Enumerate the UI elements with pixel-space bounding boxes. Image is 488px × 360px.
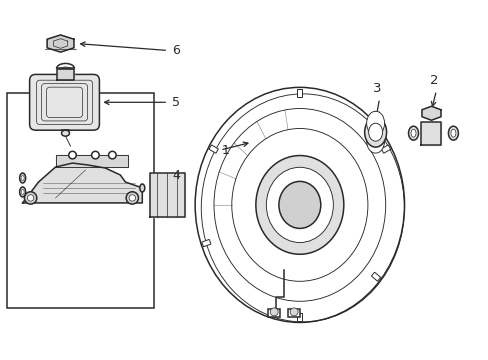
Polygon shape	[47, 35, 74, 52]
Ellipse shape	[231, 129, 367, 281]
Polygon shape	[56, 155, 128, 167]
Ellipse shape	[214, 108, 385, 301]
Polygon shape	[57, 69, 74, 80]
Circle shape	[289, 308, 298, 316]
Text: 4: 4	[172, 168, 180, 181]
Text: 6: 6	[172, 44, 180, 57]
FancyBboxPatch shape	[30, 75, 99, 130]
Ellipse shape	[195, 87, 404, 323]
Bar	[267, 309, 280, 316]
Bar	[381, 145, 390, 153]
Ellipse shape	[255, 156, 343, 254]
Bar	[370, 272, 380, 281]
Polygon shape	[22, 163, 142, 203]
Bar	[208, 145, 218, 153]
Ellipse shape	[364, 117, 386, 147]
Bar	[287, 309, 300, 316]
Ellipse shape	[447, 126, 457, 140]
Ellipse shape	[266, 167, 333, 243]
Ellipse shape	[366, 129, 384, 153]
Bar	[7, 93, 154, 307]
Circle shape	[24, 192, 37, 204]
Bar	[202, 239, 210, 247]
Ellipse shape	[366, 111, 384, 135]
Text: 5: 5	[172, 96, 180, 109]
Circle shape	[126, 192, 138, 204]
Ellipse shape	[368, 123, 382, 141]
Ellipse shape	[61, 130, 69, 136]
Circle shape	[108, 151, 116, 159]
Ellipse shape	[20, 187, 25, 197]
Ellipse shape	[21, 189, 24, 194]
Circle shape	[270, 308, 278, 316]
Text: 3: 3	[373, 82, 381, 95]
Circle shape	[129, 195, 135, 201]
Ellipse shape	[410, 129, 415, 137]
Bar	[297, 312, 302, 320]
Polygon shape	[150, 173, 185, 217]
Text: 2: 2	[429, 75, 438, 87]
Ellipse shape	[278, 181, 320, 228]
Ellipse shape	[450, 129, 455, 137]
Ellipse shape	[140, 184, 144, 192]
Polygon shape	[421, 106, 440, 120]
Circle shape	[91, 151, 99, 159]
Ellipse shape	[20, 173, 25, 183]
Circle shape	[27, 195, 34, 201]
Circle shape	[68, 151, 76, 159]
Polygon shape	[421, 122, 441, 145]
Bar	[297, 89, 302, 97]
Text: 1: 1	[222, 144, 229, 157]
Bar	[7, 93, 154, 307]
Ellipse shape	[21, 176, 24, 180]
Ellipse shape	[407, 126, 418, 140]
